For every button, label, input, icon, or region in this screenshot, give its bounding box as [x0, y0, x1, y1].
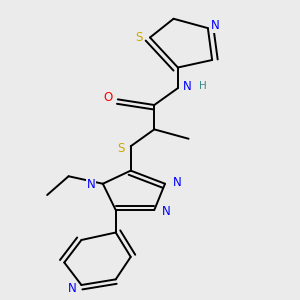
Text: H: H	[199, 81, 207, 91]
Text: N: N	[68, 282, 76, 295]
Text: N: N	[172, 176, 182, 189]
Text: S: S	[118, 142, 125, 154]
Text: N: N	[162, 205, 171, 218]
Text: O: O	[104, 91, 113, 104]
Text: N: N	[211, 19, 220, 32]
Text: S: S	[136, 31, 143, 44]
Text: N: N	[183, 80, 192, 93]
Text: N: N	[86, 178, 95, 191]
